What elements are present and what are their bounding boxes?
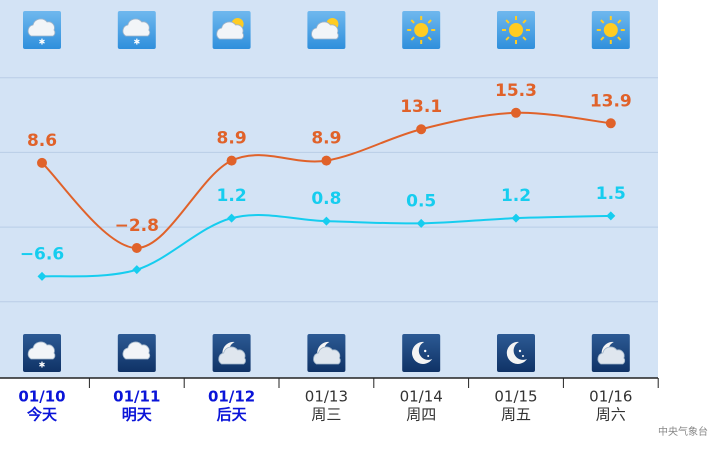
weekday-label: 周三 (311, 406, 341, 424)
day-weather-icon (497, 11, 535, 49)
cloud (311, 21, 339, 40)
cloud (27, 341, 56, 360)
cloud (216, 21, 244, 40)
value-label: 0.8 (311, 189, 341, 209)
night-weather-icon (591, 334, 630, 372)
date-label: 01/15 (494, 388, 537, 406)
plot-background (0, 0, 658, 378)
weekday-label: 今天 (26, 406, 58, 424)
sun-ray (505, 19, 510, 24)
sun-ray (427, 19, 432, 24)
value-label: 0.5 (406, 191, 436, 211)
snowflake: ✱ (39, 38, 46, 47)
value-label: −6.6 (20, 244, 64, 264)
night-weather-icon (497, 334, 535, 372)
cloud (122, 18, 151, 37)
weekday-label: 周五 (501, 406, 531, 424)
value-label: 15.3 (495, 81, 537, 101)
cloud (597, 346, 626, 365)
moon (412, 341, 433, 364)
sun-ray (410, 36, 415, 41)
icon-bg (497, 334, 535, 372)
sun-ray (600, 36, 605, 41)
snowflake: ✱ (133, 38, 140, 47)
value-label: 13.9 (590, 91, 632, 111)
weekday-label: 周四 (406, 406, 436, 424)
star (427, 355, 430, 357)
sun (603, 23, 618, 37)
sun-ray (522, 19, 527, 24)
value-label: 13.1 (400, 97, 442, 117)
date-label: 01/11 (113, 388, 160, 406)
sun-ray (617, 36, 622, 41)
star (522, 355, 524, 357)
day-weather-icon: ✱ (23, 11, 61, 49)
day-weather-icon (402, 11, 441, 49)
snowflake: ✱ (39, 361, 46, 370)
high-point (511, 107, 521, 118)
date-label: 01/16 (589, 388, 632, 406)
sun (509, 23, 523, 37)
sun-ray (600, 19, 605, 24)
day-weather-icon (307, 11, 346, 49)
weekday-label: 后天 (217, 406, 248, 424)
night-weather-icon (402, 334, 441, 372)
weekday-label: 明天 (122, 406, 153, 424)
date-label: 01/10 (18, 388, 65, 406)
day-weather-icon (212, 11, 251, 49)
value-label: −2.8 (115, 216, 159, 236)
low-point (227, 213, 237, 223)
value-label: 1.2 (501, 186, 531, 206)
sun-ray (617, 19, 622, 24)
icon-bg (402, 334, 441, 372)
high-point (321, 155, 332, 166)
night-weather-icon (307, 334, 346, 372)
sun-ray (505, 36, 510, 41)
low-point (132, 265, 142, 275)
night-weather-icon (212, 334, 251, 372)
low-point (606, 211, 616, 221)
sun-ray (427, 36, 432, 41)
star (518, 349, 522, 353)
cloud (122, 341, 151, 360)
low-point (511, 213, 521, 223)
value-label: 8.9 (311, 129, 341, 149)
value-label: 8.9 (217, 129, 247, 149)
date-label: 01/12 (208, 388, 255, 406)
sun-ray (410, 19, 415, 24)
moon (506, 341, 527, 364)
cloud (27, 18, 56, 37)
value-label: 1.5 (596, 184, 626, 204)
night-weather-icon: ✱ (23, 334, 61, 372)
sun (414, 23, 429, 37)
value-label: 1.2 (217, 186, 247, 206)
day-weather-icon (591, 11, 630, 49)
night-weather-icon (117, 334, 156, 372)
high-point (416, 124, 427, 135)
low-point (321, 216, 331, 226)
high-point (226, 155, 237, 166)
high-point (605, 118, 616, 129)
low-point (37, 271, 47, 281)
sun-ray (522, 36, 527, 41)
star (424, 349, 427, 353)
cloud (218, 346, 246, 365)
source: 中央气象台 (658, 425, 708, 438)
day-weather-icon: ✱ (117, 11, 156, 49)
high-point (37, 157, 47, 168)
date-label: 01/13 (305, 388, 348, 406)
date-label: 01/14 (400, 388, 443, 406)
high-point (131, 243, 142, 254)
cloud (313, 346, 341, 365)
weekday-label: 周六 (596, 406, 626, 424)
value-label: 8.6 (27, 131, 57, 151)
low-point (416, 218, 426, 228)
